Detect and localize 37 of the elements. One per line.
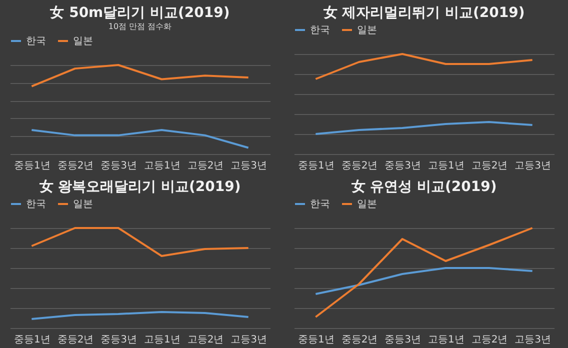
legend-label: 일본 [357, 25, 377, 36]
legend-label: 한국 [310, 199, 330, 210]
x-tick-label: 중등2년 [341, 334, 378, 346]
chart-subtitle: 10점 만점 점수화 [108, 22, 172, 31]
x-tick-label: 중등3년 [384, 160, 422, 172]
x-tick-label: 중등1년 [14, 334, 50, 346]
legend-label: 한국 [26, 36, 46, 47]
legend-label: 한국 [310, 25, 330, 36]
x-tick-label: 중등1년 [298, 334, 334, 346]
x-tick-label: 고등3년 [230, 160, 268, 172]
x-tick-label: 중등3년 [384, 334, 422, 346]
x-tick-label: 고등3년 [514, 160, 552, 172]
x-tick-label: 중등1년 [14, 160, 50, 172]
x-tick-label: 고등1년 [144, 160, 180, 172]
x-tick-label: 중등2년 [57, 160, 94, 172]
x-tick-label: 중등3년 [100, 160, 138, 172]
chart-title: 女 왕복오래달리기 비교(2019) [38, 179, 241, 195]
legend-label: 일본 [357, 199, 377, 210]
x-tick-label: 고등1년 [428, 334, 464, 346]
x-tick-label: 중등2년 [341, 160, 378, 172]
x-tick-label: 고등2년 [187, 334, 224, 346]
x-tick-label: 고등3년 [514, 334, 552, 346]
chart-title: 女 유연성 비교(2019) [350, 179, 497, 195]
chart-title: 女 제자리멀리뛰기 비교(2019) [322, 5, 525, 21]
legend-label: 일본 [73, 199, 93, 210]
x-tick-label: 고등2년 [187, 160, 224, 172]
x-tick-label: 중등1년 [298, 160, 334, 172]
x-tick-label: 고등2년 [471, 334, 508, 346]
x-tick-label: 고등1년 [428, 160, 464, 172]
x-tick-label: 고등1년 [144, 334, 180, 346]
legend-label: 한국 [26, 199, 46, 210]
legend-label: 일본 [73, 36, 93, 47]
x-tick-label: 중등2년 [57, 334, 94, 346]
x-tick-label: 고등2년 [471, 160, 508, 172]
chart-title: 女 50m달리기 비교(2019) [49, 5, 230, 21]
x-tick-label: 고등3년 [230, 334, 268, 346]
x-tick-label: 중등3년 [100, 334, 138, 346]
